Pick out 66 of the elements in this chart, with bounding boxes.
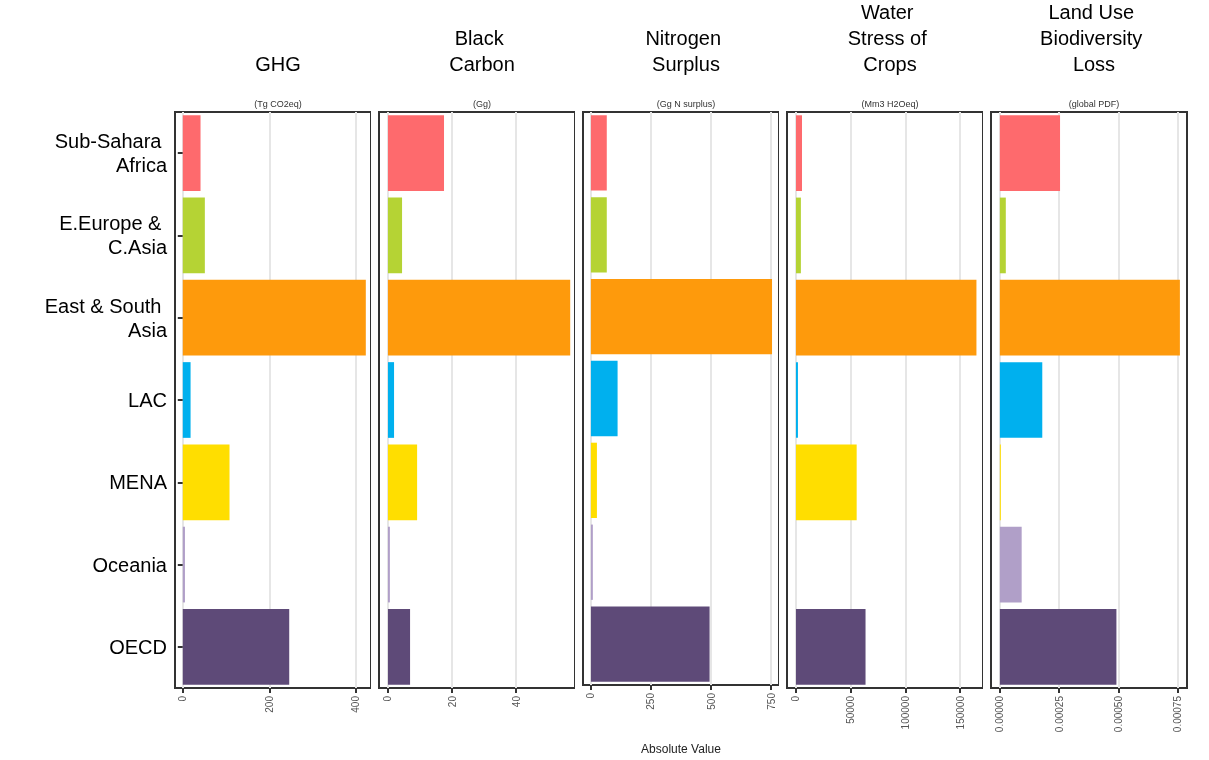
- x-axis-title: Absolute Value: [641, 742, 722, 756]
- bar: [999, 115, 1061, 191]
- x-tick-label: 0: [382, 695, 394, 702]
- chart-subtitle: (Gg): [473, 98, 491, 109]
- chart-subtitle: (Gg N surplus): [656, 98, 716, 109]
- y-tick-label: Oceania: [92, 553, 168, 576]
- y-tick-label: E.Europe & C.Asia: [59, 212, 168, 259]
- x-tick-label: 20: [446, 695, 458, 708]
- bar: [795, 444, 857, 521]
- x-tick-label: 750: [765, 692, 777, 710]
- bar: [590, 197, 607, 273]
- chart-title: GHG: [255, 53, 301, 75]
- x-tick-label: 150000: [954, 695, 966, 730]
- x-tick-label: 0: [177, 695, 189, 702]
- bar: [590, 360, 618, 437]
- bar: [999, 362, 1043, 438]
- x-tick-label: 0.00050: [1112, 695, 1124, 733]
- bar: [182, 362, 191, 438]
- x-tick-label: 500: [705, 692, 717, 710]
- x-tick-label: 0.00000: [994, 695, 1006, 733]
- bar: [590, 115, 607, 191]
- bar: [182, 197, 205, 274]
- chart-title: Land Use Biodiversity Loss: [1040, 1, 1148, 75]
- bar: [590, 442, 597, 519]
- y-tick-label: OECD: [109, 635, 167, 658]
- chart-subtitle: (Tg CO2eq): [254, 98, 302, 109]
- bar: [795, 115, 802, 191]
- y-tick-label: Sub-Sahara Africa: [54, 130, 168, 177]
- chart-title: Nitrogen Surplus: [645, 27, 727, 75]
- y-tick-label: LAC: [128, 389, 167, 411]
- bar: [182, 444, 230, 521]
- x-tick-label: 250: [645, 692, 657, 710]
- bar: [387, 115, 445, 191]
- y-tick-label: East & South Asia: [44, 294, 168, 341]
- bar: [387, 609, 411, 685]
- y-tick-label: MENA: [109, 471, 168, 494]
- bar: [387, 362, 395, 438]
- bar: [999, 197, 1006, 274]
- x-tick-label: 0: [585, 692, 597, 699]
- bar: [182, 609, 290, 685]
- bar: [182, 115, 201, 191]
- chart-title: Water Stress of Crops: [847, 1, 933, 75]
- x-tick-label: 100000: [899, 695, 911, 730]
- bar: [590, 606, 710, 682]
- chart-subtitle: (global PDF): [1068, 98, 1120, 109]
- bar: [387, 279, 571, 356]
- bar: [795, 197, 801, 274]
- bar: [182, 279, 366, 356]
- bar: [999, 609, 1117, 685]
- bar: [795, 609, 866, 685]
- bar: [182, 526, 185, 603]
- x-tick-label: 0: [790, 695, 802, 702]
- bar: [387, 444, 418, 521]
- bar: [387, 197, 403, 274]
- x-tick-label: 0.00025: [1053, 695, 1065, 733]
- x-tick-label: 0.00075: [1172, 695, 1184, 733]
- chart-subtitle: (Mm3 H2Oeq): [861, 98, 919, 109]
- bar: [999, 279, 1180, 356]
- bar: [999, 526, 1022, 603]
- x-tick-label: 200: [263, 695, 275, 713]
- x-tick-label: 400: [350, 695, 362, 713]
- x-tick-label: 50000: [845, 695, 857, 724]
- bar: [590, 278, 773, 355]
- bar: [795, 279, 977, 356]
- x-tick-label: 40: [510, 695, 522, 708]
- chart-title: Black Carbon: [449, 27, 515, 75]
